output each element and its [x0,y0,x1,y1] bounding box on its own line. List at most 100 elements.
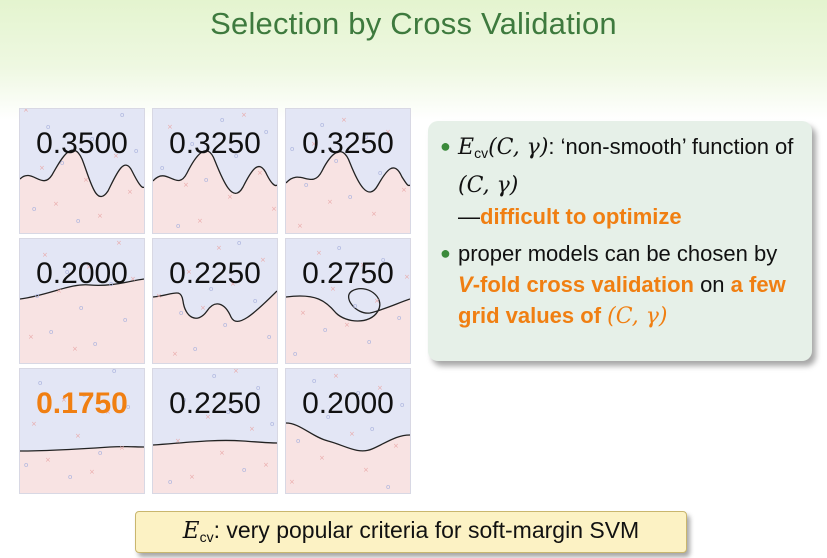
sample-circle-marker: o [400,401,404,409]
footer-callout: Ecv: very popular criteria for soft-marg… [135,511,687,553]
sample-circle-marker: o [35,292,39,300]
footer-ecv-symbol: E [182,518,200,544]
cv-error-label: 0.3250 [169,127,261,160]
difficult-highlight: difficult to optimize [480,204,682,229]
decision-boundary-plot: × o × o × o × o × o × o × o [20,369,144,493]
bullet-dot-icon: ● [440,243,451,263]
grid-args: (C, γ) [607,304,668,329]
footer-ecv-subscript: cv [199,529,214,545]
sample-circle-marker: o [353,302,357,310]
sample-cross-marker: × [205,413,211,421]
sample-circle-marker: o [293,350,297,358]
sample-cross-marker: × [130,275,136,283]
sample-circle-marker: o [98,449,102,457]
cv-error-label: 0.3250 [302,127,394,160]
sample-circle-marker: o [126,403,130,411]
sample-cross-marker: × [31,420,37,428]
sample-cross-marker: × [327,198,333,206]
sample-circle-marker: o [82,391,86,399]
sample-circle-marker: o [60,159,64,167]
ecv-args: (C, γ) [488,135,549,160]
dash: — [458,204,480,229]
decision-boundary-plot: × o × o × o × o × o × o × o [20,239,144,363]
sample-circle-marker: o [304,181,308,189]
grid-cell: × o × o × o × o × o × o × o 0.3250 [152,108,278,234]
sample-cross-marker: × [116,239,122,247]
decision-boundary-plot: × o × o × o × o × o × o × o [286,369,410,493]
sample-circle-marker: o [323,326,327,334]
decision-boundary-line [153,290,277,322]
sample-circle-marker: o [65,268,69,276]
sample-cross-marker: × [374,297,380,305]
decision-boundary-line [20,445,144,452]
sample-circle-marker: o [76,217,80,225]
sample-cross-marker: × [300,309,306,317]
slide-header: Selection by Cross Validation [0,0,827,120]
sample-circle-marker: o [38,379,42,387]
sample-circle-marker: o [32,205,36,213]
sample-cross-marker: × [183,181,189,189]
sample-circle-marker: o [270,420,274,428]
sample-circle-marker: o [46,123,50,131]
sample-circle-marker: o [370,425,374,433]
sample-cross-marker: × [105,408,111,416]
sample-cross-marker: × [23,109,29,114]
sample-circle-marker: o [264,128,268,136]
sample-cross-marker: × [113,152,119,160]
sample-cross-marker: × [39,164,45,172]
sample-cross-marker: × [72,345,78,353]
sample-cross-marker: × [167,123,173,131]
bullet-text-on: on [693,272,731,297]
slide-title: Selection by Cross Validation [210,6,617,41]
sample-circle-marker: o [168,478,172,486]
sample-cross-marker: × [404,273,410,281]
sample-circle-marker: o [220,116,224,124]
decision-boundary-line [286,151,410,193]
decision-boundary-plot: × o × o × o × o × o × o × o [153,109,277,233]
bullet-dot-icon: ● [440,136,451,156]
sample-cross-marker: × [349,430,355,438]
sample-circle-marker: o [234,152,238,160]
decision-boundary-plot: × o × o × o × o × o × o × o [20,109,144,233]
positive-region [286,109,410,193]
sample-circle-marker: o [397,314,401,322]
sample-circle-marker: o [24,461,28,469]
sample-cross-marker: × [401,186,407,194]
sample-circle-marker: o [120,111,124,119]
sample-circle-marker: o [256,384,260,392]
sample-cross-marker: × [311,140,317,148]
sample-cross-marker: × [86,263,92,271]
sample-cross-marker: × [393,442,399,450]
sample-circle-marker: o [160,164,164,172]
decision-boundary-plot: × o × o × o × o × o × o × o [153,369,277,493]
grid-cell: × o × o × o × o × o × o × o 0.2250 [152,368,278,494]
sample-cross-marker: × [61,396,67,404]
cross-validation-highlight: -fold cross validation [472,272,694,297]
sample-circle-marker: o [378,169,382,177]
footer-text: Ecv: very popular criteria for soft-marg… [136,517,686,545]
sample-cross-marker: × [297,222,303,230]
sample-cross-marker: × [89,468,95,476]
sample-cross-marker: × [289,478,295,486]
decision-boundary-line [286,422,410,452]
sample-cross-marker: × [344,321,350,329]
sample-circle-marker: o [193,345,197,353]
sample-cross-marker: × [385,128,391,136]
grid-values-highlight: a few grid values of [458,272,786,328]
sample-cross-marker: × [377,384,383,392]
ecv-symbol: E [458,135,475,160]
sample-cross-marker: × [271,205,277,213]
sample-cross-marker: × [363,466,369,474]
grid-cell: × o × o × o × o × o × o × o 0.2000 [285,368,411,494]
sample-circle-marker: o [326,413,330,421]
decision-boundary-line [20,149,144,198]
cv-error-label: 0.2000 [302,387,394,420]
bullet-box: ● Ecv(C, γ): ‘non-smooth’ function of (C… [428,121,812,361]
sample-circle-marker: o [90,135,94,143]
bullet-item-cross-validation: ● proper models can be chosen by V-fold … [440,238,796,332]
sample-circle-marker: o [367,338,371,346]
positive-region [153,109,277,194]
positive-region [153,369,277,445]
sample-cross-marker: × [186,268,192,276]
footer-statement: : very popular criteria for soft-margin … [213,517,640,543]
